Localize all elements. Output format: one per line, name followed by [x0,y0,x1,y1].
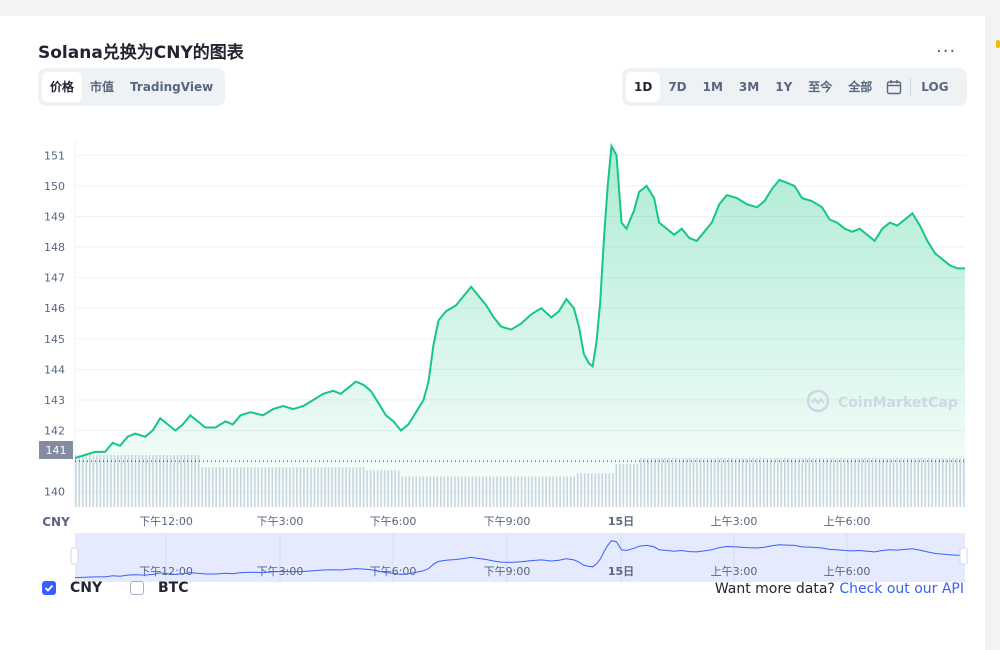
api-link[interactable]: Check out our API [839,581,964,597]
more-data-footer: Want more data? Check out our API [715,581,964,597]
chart-type-tabs: 价格 市值 TradingView [38,68,226,106]
legend-cny[interactable]: CNY [42,580,102,596]
legend-btc-label: BTC [158,580,189,596]
checkbox-btc[interactable] [130,581,144,595]
tab-range-all[interactable]: 全部 [848,80,873,94]
tab-range-1y[interactable]: 1Y [775,80,793,94]
more-options-button[interactable]: ... [936,36,957,57]
edge-indicator [996,40,1000,48]
checkbox-cny[interactable] [42,581,56,595]
legend-cny-label: CNY [70,580,103,596]
tab-divider [910,78,912,96]
tab-range-1m[interactable]: 1M [702,80,723,94]
tab-range-3m[interactable]: 3M [738,80,760,94]
legend-btc[interactable]: BTC [130,580,189,596]
more-data-text: Want more data? [714,581,835,597]
tab-range-7d[interactable]: 7D [668,80,687,94]
log-scale-button[interactable]: LOG [921,80,949,94]
calendar-icon[interactable] [880,79,908,95]
tab-market-cap[interactable]: 市值 [90,80,115,94]
tab-tradingview[interactable]: TradingView [130,80,214,94]
tab-range-1d[interactable]: 1D [626,72,661,102]
range-tabs: 1D 7D 1M 3M 1Y 至今 全部 LOG [622,68,967,106]
tab-price[interactable]: 价格 [42,72,83,102]
page-title: Solana兑换为CNY的图表 [38,43,244,63]
tab-range-ytd[interactable]: 至今 [808,80,833,94]
chart-card: Solana兑换为CNY的图表 ... [0,16,985,650]
